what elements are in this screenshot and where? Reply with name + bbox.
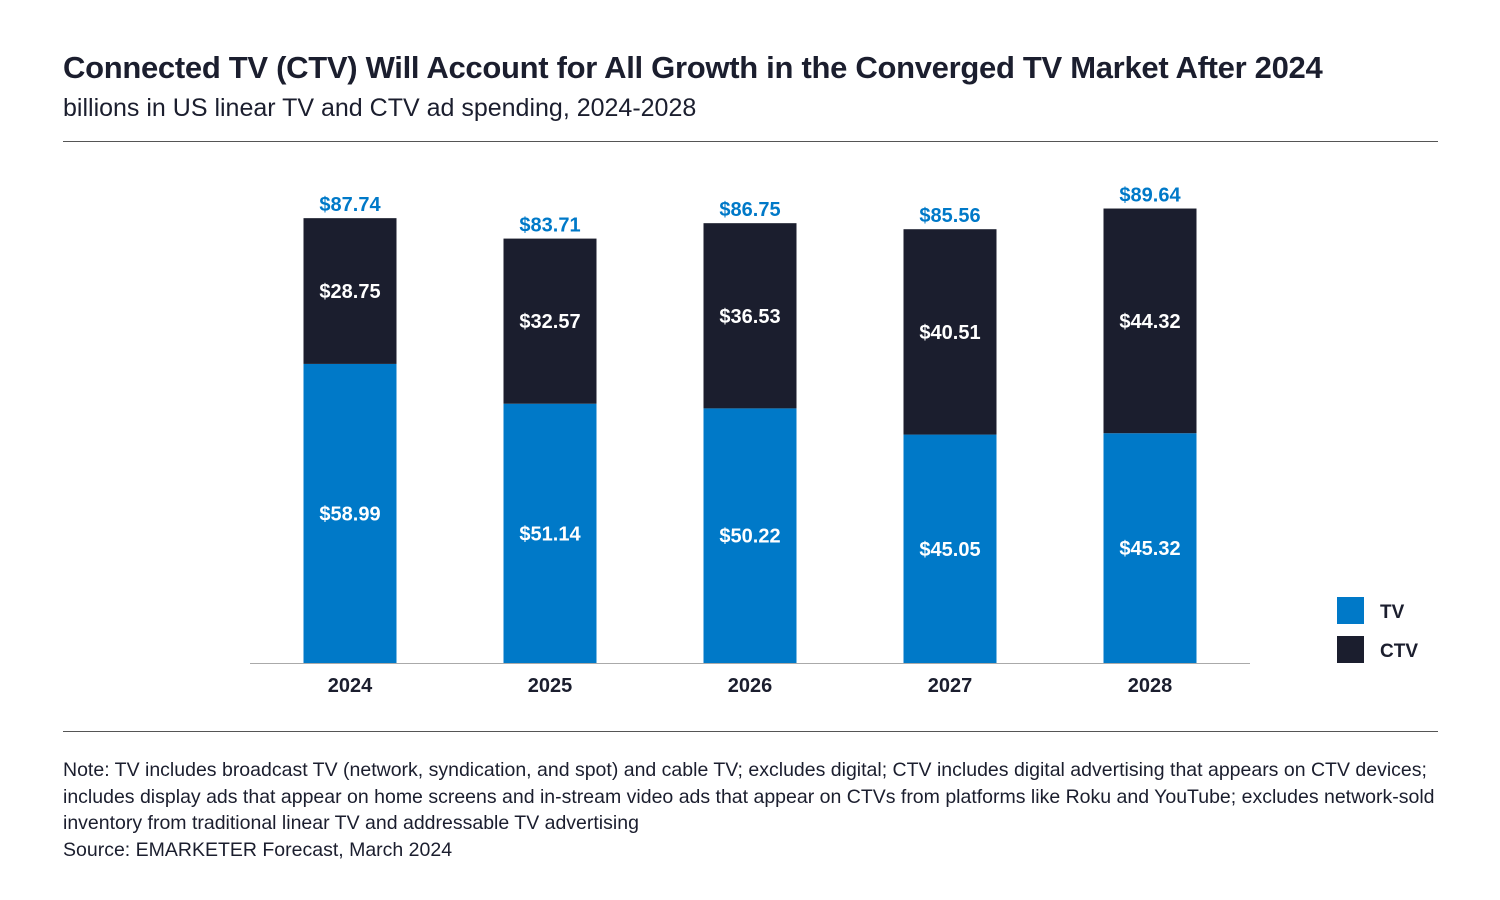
label-tv-2027: $45.05 <box>919 539 980 561</box>
label-ctv-2026: $36.53 <box>719 306 780 328</box>
label-tv-2026: $50.22 <box>719 526 780 548</box>
bar-ctv-2028 <box>1103 208 1197 434</box>
top-divider <box>63 141 1438 142</box>
legend-swatch-ctv <box>1337 636 1364 663</box>
chart-notes: Note: TV includes broadcast TV (network,… <box>63 757 1443 863</box>
note-text: Note: TV includes broadcast TV (network,… <box>63 759 1435 834</box>
bar-tv-2024 <box>303 363 397 663</box>
chart-subtitle: billions in US linear TV and CTV ad spen… <box>63 94 697 122</box>
label-total-2027: $85.56 <box>919 205 980 227</box>
label-ctv-2027: $40.51 <box>919 322 980 344</box>
label-tv-2025: $51.14 <box>519 523 581 545</box>
x-tick-2025: 2025 <box>528 675 573 697</box>
label-tv-2024: $58.99 <box>319 503 380 525</box>
x-tick-2026: 2026 <box>728 675 773 697</box>
x-tick-2024: 2024 <box>328 675 373 697</box>
bar-ctv-2027 <box>903 229 997 435</box>
chart-title: Connected TV (CTV) Will Account for All … <box>63 50 1323 85</box>
bar-tv-2028 <box>1103 433 1197 663</box>
label-total-2028: $89.64 <box>1119 185 1181 207</box>
x-tick-2028: 2028 <box>1128 675 1173 697</box>
bottom-divider <box>63 731 1438 732</box>
legend-label-ctv: CTV <box>1380 641 1418 662</box>
label-total-2024: $87.74 <box>319 194 381 216</box>
label-tv-2028: $45.32 <box>1119 538 1180 560</box>
bar-ctv-2026 <box>703 223 797 409</box>
label-ctv-2024: $28.75 <box>319 281 380 303</box>
bar-ctv-2025 <box>503 238 597 404</box>
label-total-2026: $86.75 <box>719 199 780 221</box>
stacked-bar-chart: $58.99 $28.75 $87.74 2024 $51.14 $32.57 $83.71… <box>250 185 1418 697</box>
label-total-2025: $83.71 <box>519 215 580 237</box>
label-ctv-2028: $44.32 <box>1119 311 1180 333</box>
bar-tv-2026 <box>703 408 797 663</box>
bar-tv-2025 <box>503 403 597 663</box>
source-text: Source: EMARKETER Forecast, March 2024 <box>63 838 453 861</box>
legend-label-tv: TV <box>1380 602 1405 623</box>
bar-tv-2027 <box>903 434 997 663</box>
legend-swatch-tv <box>1337 597 1364 624</box>
bar-ctv-2024 <box>303 218 397 364</box>
label-ctv-2025: $32.57 <box>519 311 580 333</box>
x-tick-2027: 2027 <box>928 675 973 697</box>
